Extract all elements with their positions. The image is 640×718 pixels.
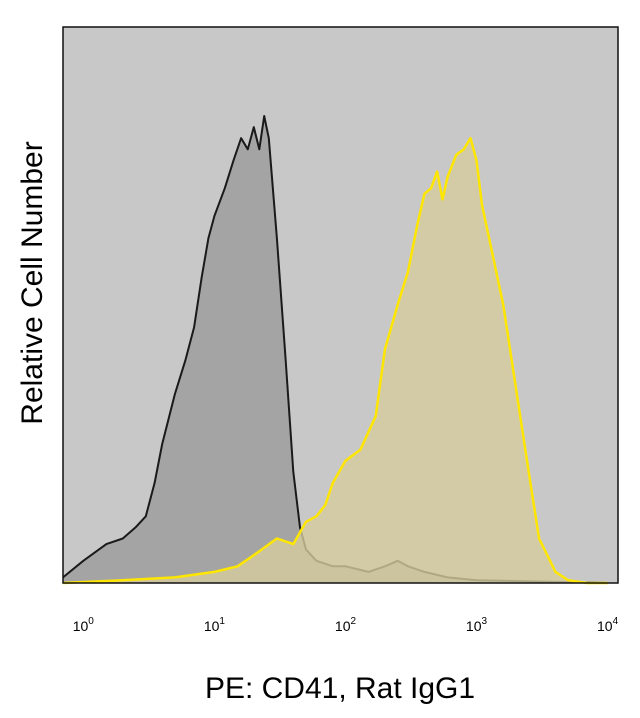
x-tick-label: 104 (597, 616, 619, 634)
x-axis-title: PE: CD41, Rat IgG1 (205, 672, 475, 705)
x-tick-label: 102 (335, 616, 357, 634)
x-tick-label: 103 (466, 616, 488, 634)
stain-histogram-area (63, 138, 608, 583)
series-layer (62, 115, 608, 585)
plot-frame (62, 26, 619, 584)
x-tick-layer: 100 101 102 103 104 (73, 616, 619, 634)
control-histogram-area (63, 116, 608, 583)
x-tick-label: 101 (204, 616, 226, 634)
y-axis-title: Relative Cell Number (16, 141, 49, 424)
stain-histogram-line (62, 136, 608, 585)
x-tick-label: 100 (73, 616, 95, 634)
